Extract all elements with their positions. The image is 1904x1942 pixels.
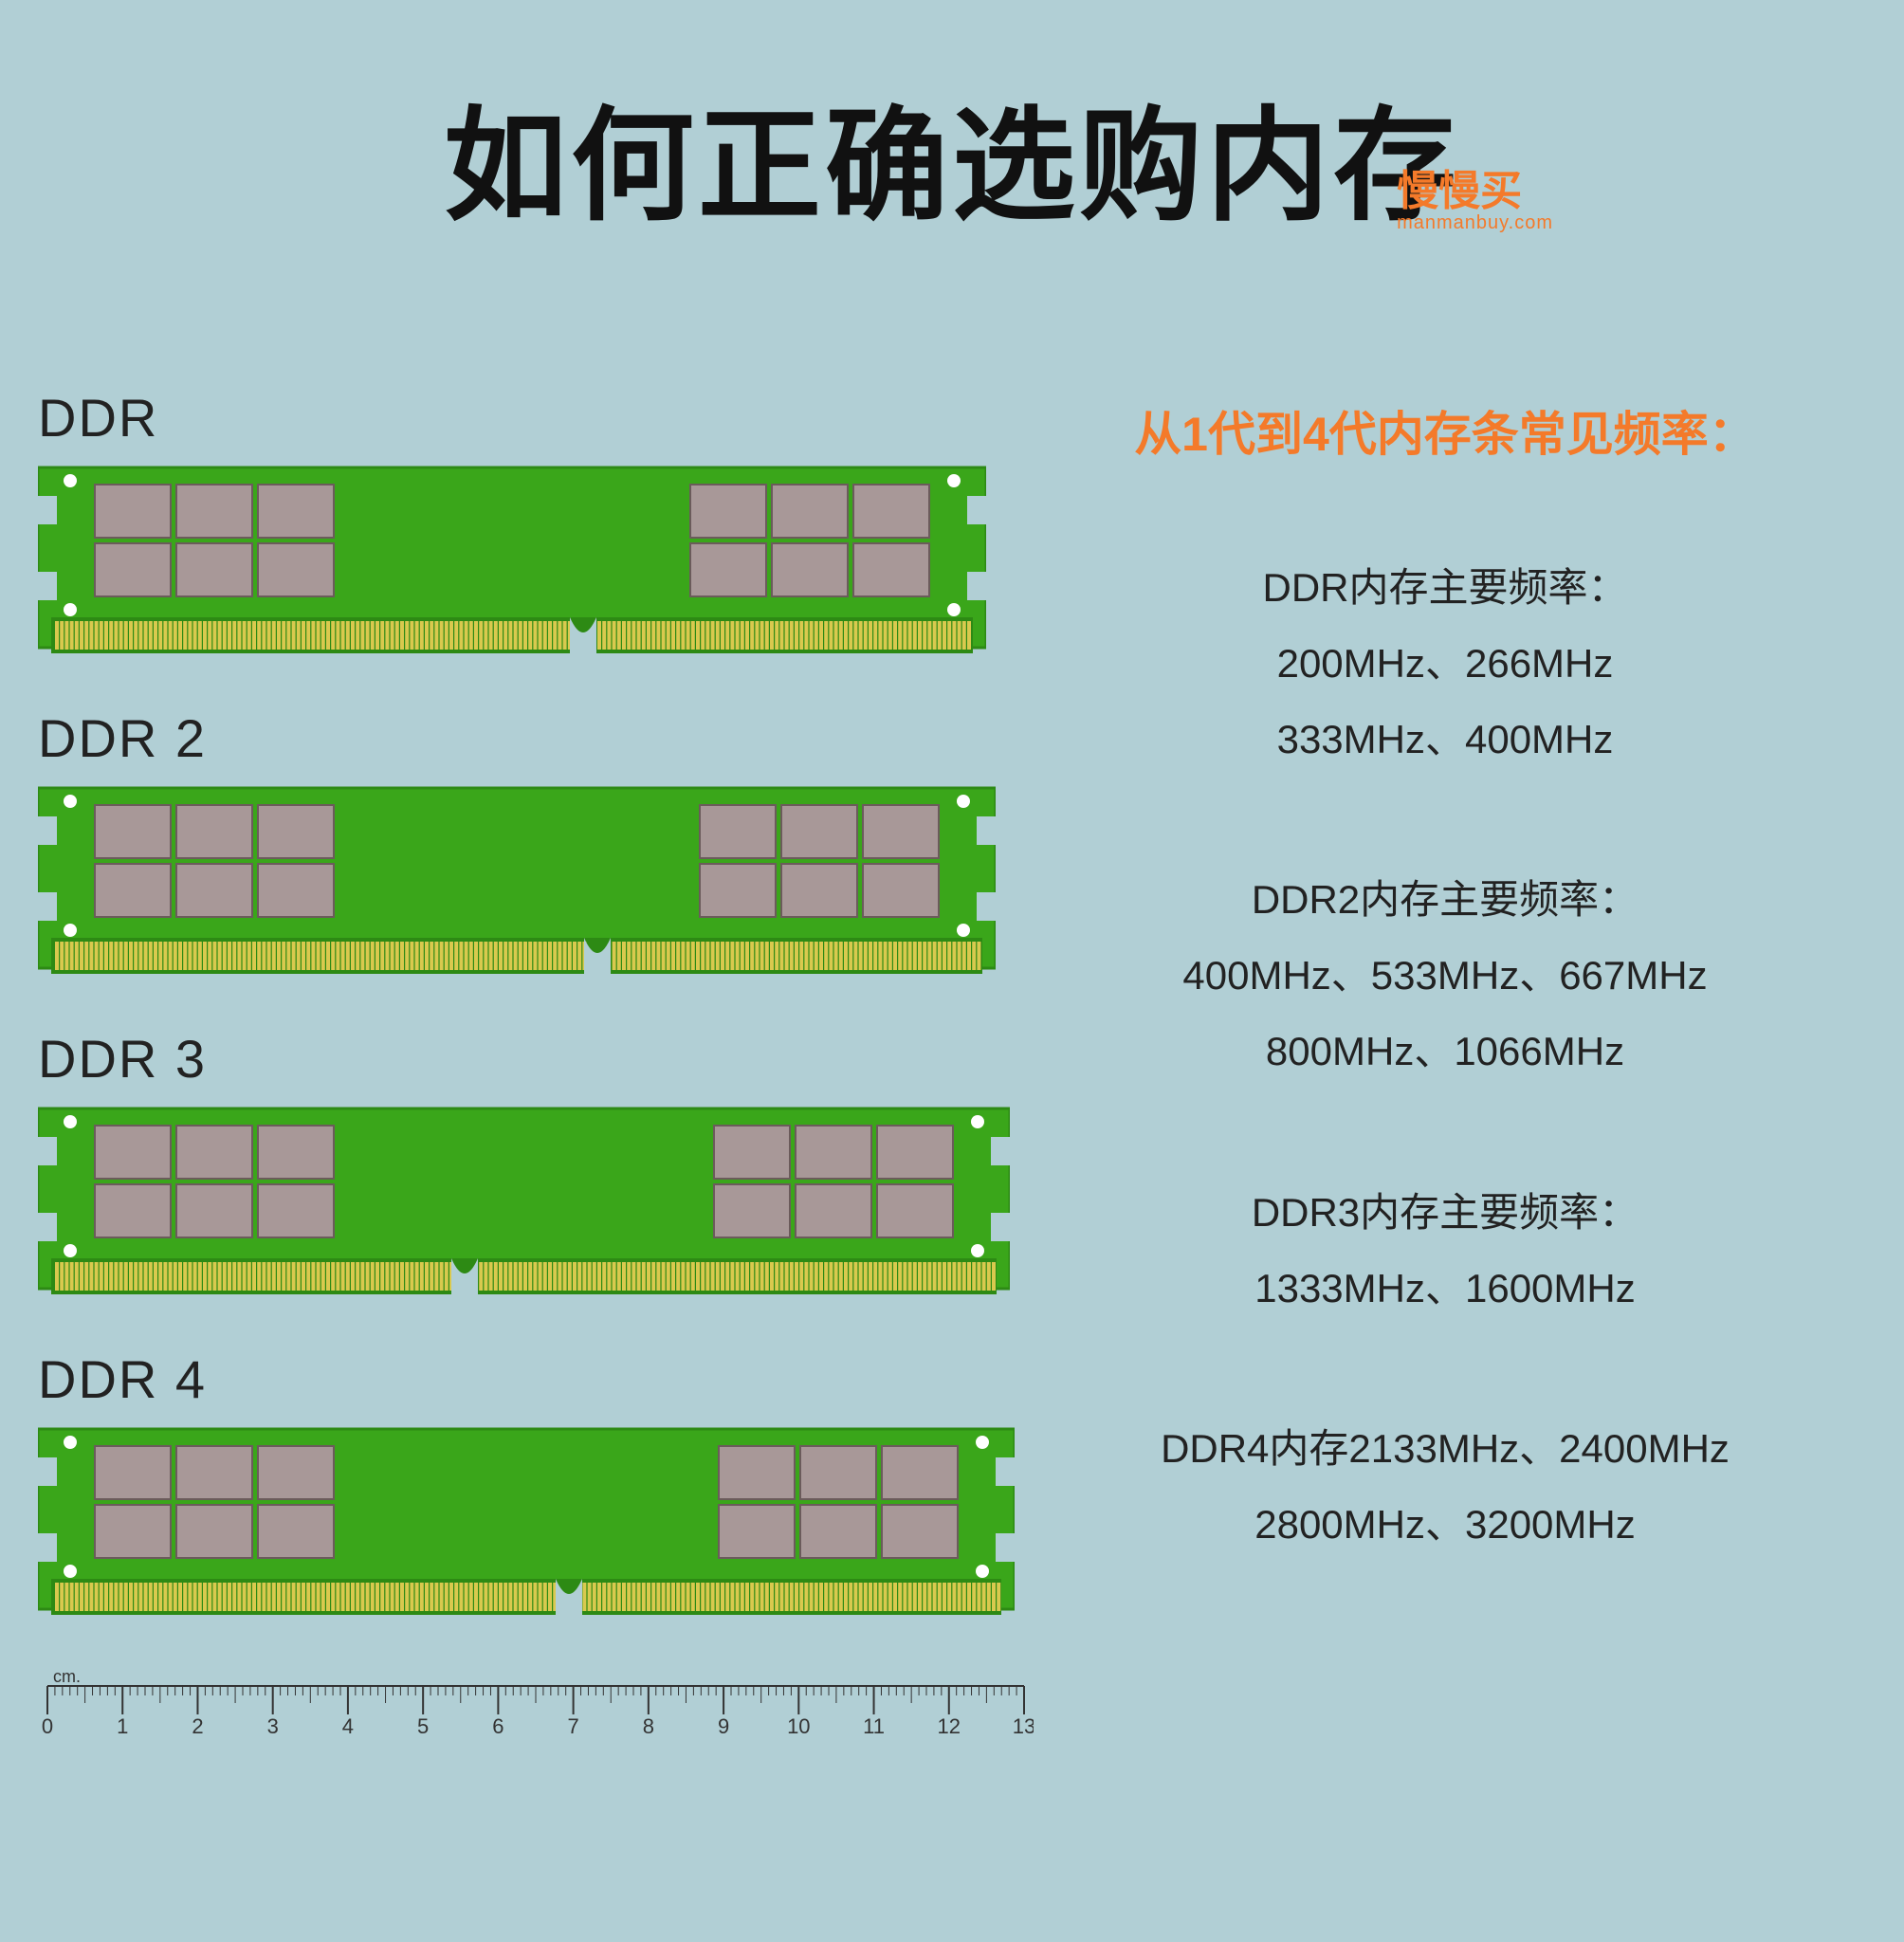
brand-cn: 慢慢买 xyxy=(1397,171,1553,212)
freq-ddr3-label: DDR3内存主要频率： xyxy=(1024,1175,1866,1251)
left-column: DDR DDR 2 DDR 3 DDR xyxy=(38,387,1024,1750)
svg-text:8: 8 xyxy=(643,1714,654,1738)
brand: 慢慢买 manmanbuy.com xyxy=(1397,171,1553,234)
svg-text:0: 0 xyxy=(42,1714,53,1738)
freq-ddr3: DDR3内存主要频率： 1333MHz、1600MHz xyxy=(1024,1175,1866,1327)
freq-ddr2-line2: 800MHz、1066MHz xyxy=(1024,1014,1866,1090)
ruler-svg: cm. 012345678910111213 xyxy=(38,1669,1034,1745)
freq-ddr3-line1: 1333MHz、1600MHz xyxy=(1024,1251,1866,1327)
module-label-2: DDR 3 xyxy=(38,1028,1024,1090)
svg-text:5: 5 xyxy=(417,1714,429,1738)
svg-text:4: 4 xyxy=(342,1714,354,1738)
svg-text:2: 2 xyxy=(192,1714,203,1738)
svg-text:12: 12 xyxy=(938,1714,961,1738)
svg-text:9: 9 xyxy=(718,1714,729,1738)
module-block-3: DDR 4 xyxy=(38,1348,1024,1623)
ruler: cm. 012345678910111213 xyxy=(38,1669,1024,1750)
module-block-2: DDR 3 xyxy=(38,1028,1024,1303)
brand-en: manmanbuy.com xyxy=(1397,212,1553,234)
svg-text:6: 6 xyxy=(492,1714,503,1738)
svg-text:10: 10 xyxy=(787,1714,810,1738)
right-column: 从1代到4代内存条常见频率： DDR内存主要频率： 200MHz、266MHz … xyxy=(1024,387,1866,1750)
svg-text:3: 3 xyxy=(267,1714,279,1738)
svg-text:1: 1 xyxy=(117,1714,128,1738)
svg-text:cm.: cm. xyxy=(53,1669,81,1686)
freq-ddr-label: DDR内存主要频率： xyxy=(1024,550,1866,626)
freq-ddr4-label: DDR4内存2133MHz、2400MHz xyxy=(1024,1411,1866,1487)
main-title: 如何正确选购内存 xyxy=(0,66,1904,245)
module-block-1: DDR 2 xyxy=(38,707,1024,982)
ram-module-2 xyxy=(38,1099,1010,1298)
freq-ddr-line1: 200MHz、266MHz xyxy=(1024,626,1866,702)
svg-text:7: 7 xyxy=(567,1714,578,1738)
freq-ddr2-label: DDR2内存主要频率： xyxy=(1024,862,1866,938)
freq-ddr4-line1: 2800MHz、3200MHz xyxy=(1024,1487,1866,1563)
module-label-0: DDR xyxy=(38,387,1024,449)
freq-ddr2-line1: 400MHz、533MHz、667MHz xyxy=(1024,938,1866,1014)
ram-module-0 xyxy=(38,458,986,657)
title-block: 如何正确选购内存 慢慢买 manmanbuy.com xyxy=(0,0,1904,245)
freq-ddr4: DDR4内存2133MHz、2400MHz 2800MHz、3200MHz xyxy=(1024,1411,1866,1563)
ram-module-3 xyxy=(38,1420,1015,1619)
ram-module-1 xyxy=(38,779,996,978)
freq-ddr-line2: 333MHz、400MHz xyxy=(1024,702,1866,778)
content: DDR DDR 2 DDR 3 DDR xyxy=(0,387,1904,1750)
module-block-0: DDR xyxy=(38,387,1024,662)
module-label-3: DDR 4 xyxy=(38,1348,1024,1410)
right-title: 从1代到4代内存条常见频率： xyxy=(1024,396,1866,465)
freq-ddr2: DDR2内存主要频率： 400MHz、533MHz、667MHz 800MHz、… xyxy=(1024,862,1866,1089)
freq-ddr: DDR内存主要频率： 200MHz、266MHz 333MHz、400MHz xyxy=(1024,550,1866,777)
module-label-1: DDR 2 xyxy=(38,707,1024,769)
svg-text:11: 11 xyxy=(863,1714,885,1738)
